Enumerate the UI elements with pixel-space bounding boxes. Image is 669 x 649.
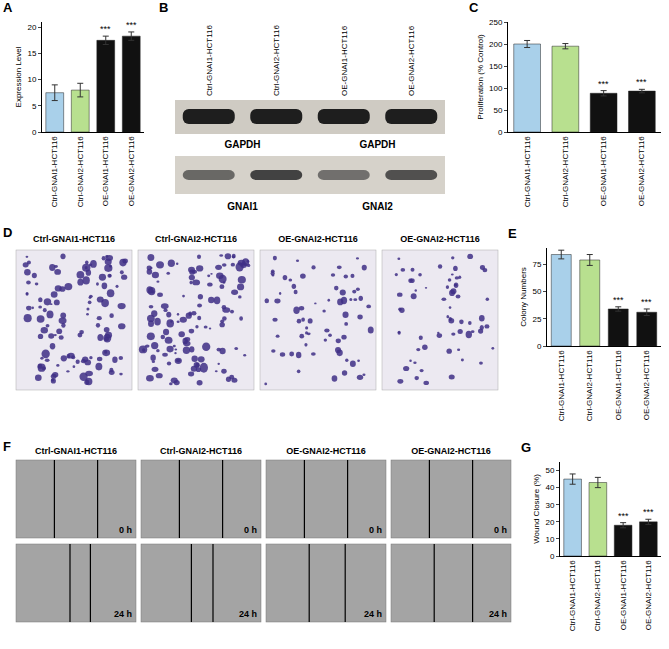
svg-text:50: 50 — [545, 466, 554, 475]
svg-text:Ctrl-GNAI1-HCT116: Ctrl-GNAI1-HCT116 — [568, 560, 577, 632]
svg-text:Ctrl-GNAI2-HCT116: Ctrl-GNAI2-HCT116 — [76, 136, 85, 208]
svg-text:***: *** — [643, 507, 654, 517]
svg-text:150: 150 — [489, 62, 503, 71]
svg-text:40: 40 — [545, 483, 554, 492]
svg-text:10: 10 — [545, 535, 554, 544]
svg-text:5: 5 — [32, 102, 37, 111]
svg-text:24 h: 24 h — [114, 609, 132, 619]
svg-text:OE-GNAI2-HCT116: OE-GNAI2-HCT116 — [278, 234, 358, 244]
svg-text:OE-GNAI2-HCT116: OE-GNAI2-HCT116 — [407, 25, 416, 96]
svg-text:GAPDH: GAPDH — [359, 139, 395, 150]
svg-text:Ctrl-GNAI2-HCT116: Ctrl-GNAI2-HCT116 — [272, 24, 281, 96]
svg-text:50: 50 — [493, 106, 502, 115]
svg-text:***: *** — [641, 297, 652, 307]
svg-text:***: *** — [636, 77, 647, 87]
svg-text:0 h: 0 h — [494, 525, 507, 535]
svg-text:B: B — [159, 0, 168, 15]
svg-text:OE-GNAI1-HCT116: OE-GNAI1-HCT116 — [599, 136, 608, 207]
svg-text:24 h: 24 h — [489, 609, 507, 619]
svg-text:0: 0 — [550, 552, 555, 561]
svg-text:50: 50 — [532, 287, 541, 296]
svg-text:Ctrl-GNAI2-HCT116: Ctrl-GNAI2-HCT116 — [585, 350, 594, 422]
svg-text:0: 0 — [498, 128, 503, 137]
svg-text:0 h: 0 h — [244, 525, 257, 535]
svg-text:20: 20 — [27, 23, 36, 32]
svg-text:Colony Numbers: Colony Numbers — [519, 267, 528, 327]
svg-text:OE-GNAI1-HCT116: OE-GNAI1-HCT116 — [340, 25, 349, 96]
svg-text:75: 75 — [532, 260, 541, 269]
svg-text:24 h: 24 h — [364, 609, 382, 619]
svg-text:Ctrl-GNAI2-HCT116: Ctrl-GNAI2-HCT116 — [561, 136, 570, 208]
svg-text:200: 200 — [489, 40, 503, 49]
svg-text:OE-GNAI1-HCT116: OE-GNAI1-HCT116 — [101, 136, 110, 207]
svg-text:Ctrl-GNAI1-HCT116: Ctrl-GNAI1-HCT116 — [557, 350, 566, 422]
svg-text:Ctrl-GNAI1-HCT116: Ctrl-GNAI1-HCT116 — [33, 234, 115, 244]
svg-text:GNAI2: GNAI2 — [362, 201, 393, 212]
svg-text:OE-GNAI2-HCT116: OE-GNAI2-HCT116 — [127, 136, 136, 207]
svg-text:GAPDH: GAPDH — [224, 139, 260, 150]
svg-text:***: *** — [126, 20, 137, 30]
svg-text:OE-GNAI2-HCT116: OE-GNAI2-HCT116 — [411, 446, 491, 456]
svg-text:Ctrl-GNAI2-HCT116: Ctrl-GNAI2-HCT116 — [160, 446, 242, 456]
svg-text:OE-GNAI1-HCT116: OE-GNAI1-HCT116 — [614, 350, 623, 421]
html-text:D: D — [3, 225, 13, 240]
svg-text:OE-GNAI2-HCT116: OE-GNAI2-HCT116 — [637, 136, 646, 207]
html-text:E: E — [508, 226, 517, 241]
svg-text:20: 20 — [545, 518, 554, 527]
svg-text:OE-GNAI2-HCT116: OE-GNAI2-HCT116 — [644, 560, 653, 631]
svg-text:***: *** — [618, 511, 629, 521]
svg-text:30: 30 — [545, 501, 554, 510]
svg-text:Ctrl-GNAI1-HCT116: Ctrl-GNAI1-HCT116 — [50, 136, 59, 208]
html-text:C: C — [469, 0, 479, 15]
svg-text:0: 0 — [537, 342, 542, 351]
svg-text:OE-GNAI2-HCT116: OE-GNAI2-HCT116 — [400, 234, 480, 244]
svg-text:Wound Closure (%): Wound Closure (%) — [532, 474, 541, 544]
svg-text:Ctrl-GNAI1-HCT116: Ctrl-GNAI1-HCT116 — [205, 24, 214, 96]
svg-text:***: *** — [100, 24, 111, 34]
svg-text:15: 15 — [27, 49, 36, 58]
svg-text:***: *** — [598, 79, 609, 89]
svg-text:***: *** — [613, 295, 624, 305]
svg-text:Expression Level: Expression Level — [14, 46, 23, 107]
svg-text:25: 25 — [532, 315, 541, 324]
svg-text:24 h: 24 h — [239, 609, 257, 619]
svg-text:100: 100 — [489, 84, 503, 93]
html-text:G: G — [521, 440, 532, 455]
svg-text:Ctrl-GNAI2-HCT116: Ctrl-GNAI2-HCT116 — [155, 234, 237, 244]
svg-text:OE-GNAI2-HCT116: OE-GNAI2-HCT116 — [286, 446, 366, 456]
svg-text:Proliferation (% Control): Proliferation (% Control) — [476, 34, 485, 120]
svg-text:Ctrl-GNAI1-HCT116: Ctrl-GNAI1-HCT116 — [523, 136, 532, 208]
svg-text:OE-GNAI1-HCT116: OE-GNAI1-HCT116 — [619, 560, 628, 631]
svg-text:10: 10 — [27, 75, 36, 84]
svg-text:Ctrl-GNAI2-HCT116: Ctrl-GNAI2-HCT116 — [593, 560, 602, 632]
svg-text:Ctrl-GNAI1-HCT116: Ctrl-GNAI1-HCT116 — [35, 446, 117, 456]
svg-text:250: 250 — [489, 18, 503, 27]
html-text:F: F — [3, 439, 11, 454]
html-text:A: A — [3, 0, 13, 15]
svg-text:GNAI1: GNAI1 — [227, 201, 258, 212]
svg-text:0 h: 0 h — [369, 525, 382, 535]
svg-text:OE-GNAI2-HCT116: OE-GNAI2-HCT116 — [642, 350, 651, 421]
svg-text:0 h: 0 h — [119, 525, 132, 535]
svg-text:0: 0 — [32, 128, 37, 137]
